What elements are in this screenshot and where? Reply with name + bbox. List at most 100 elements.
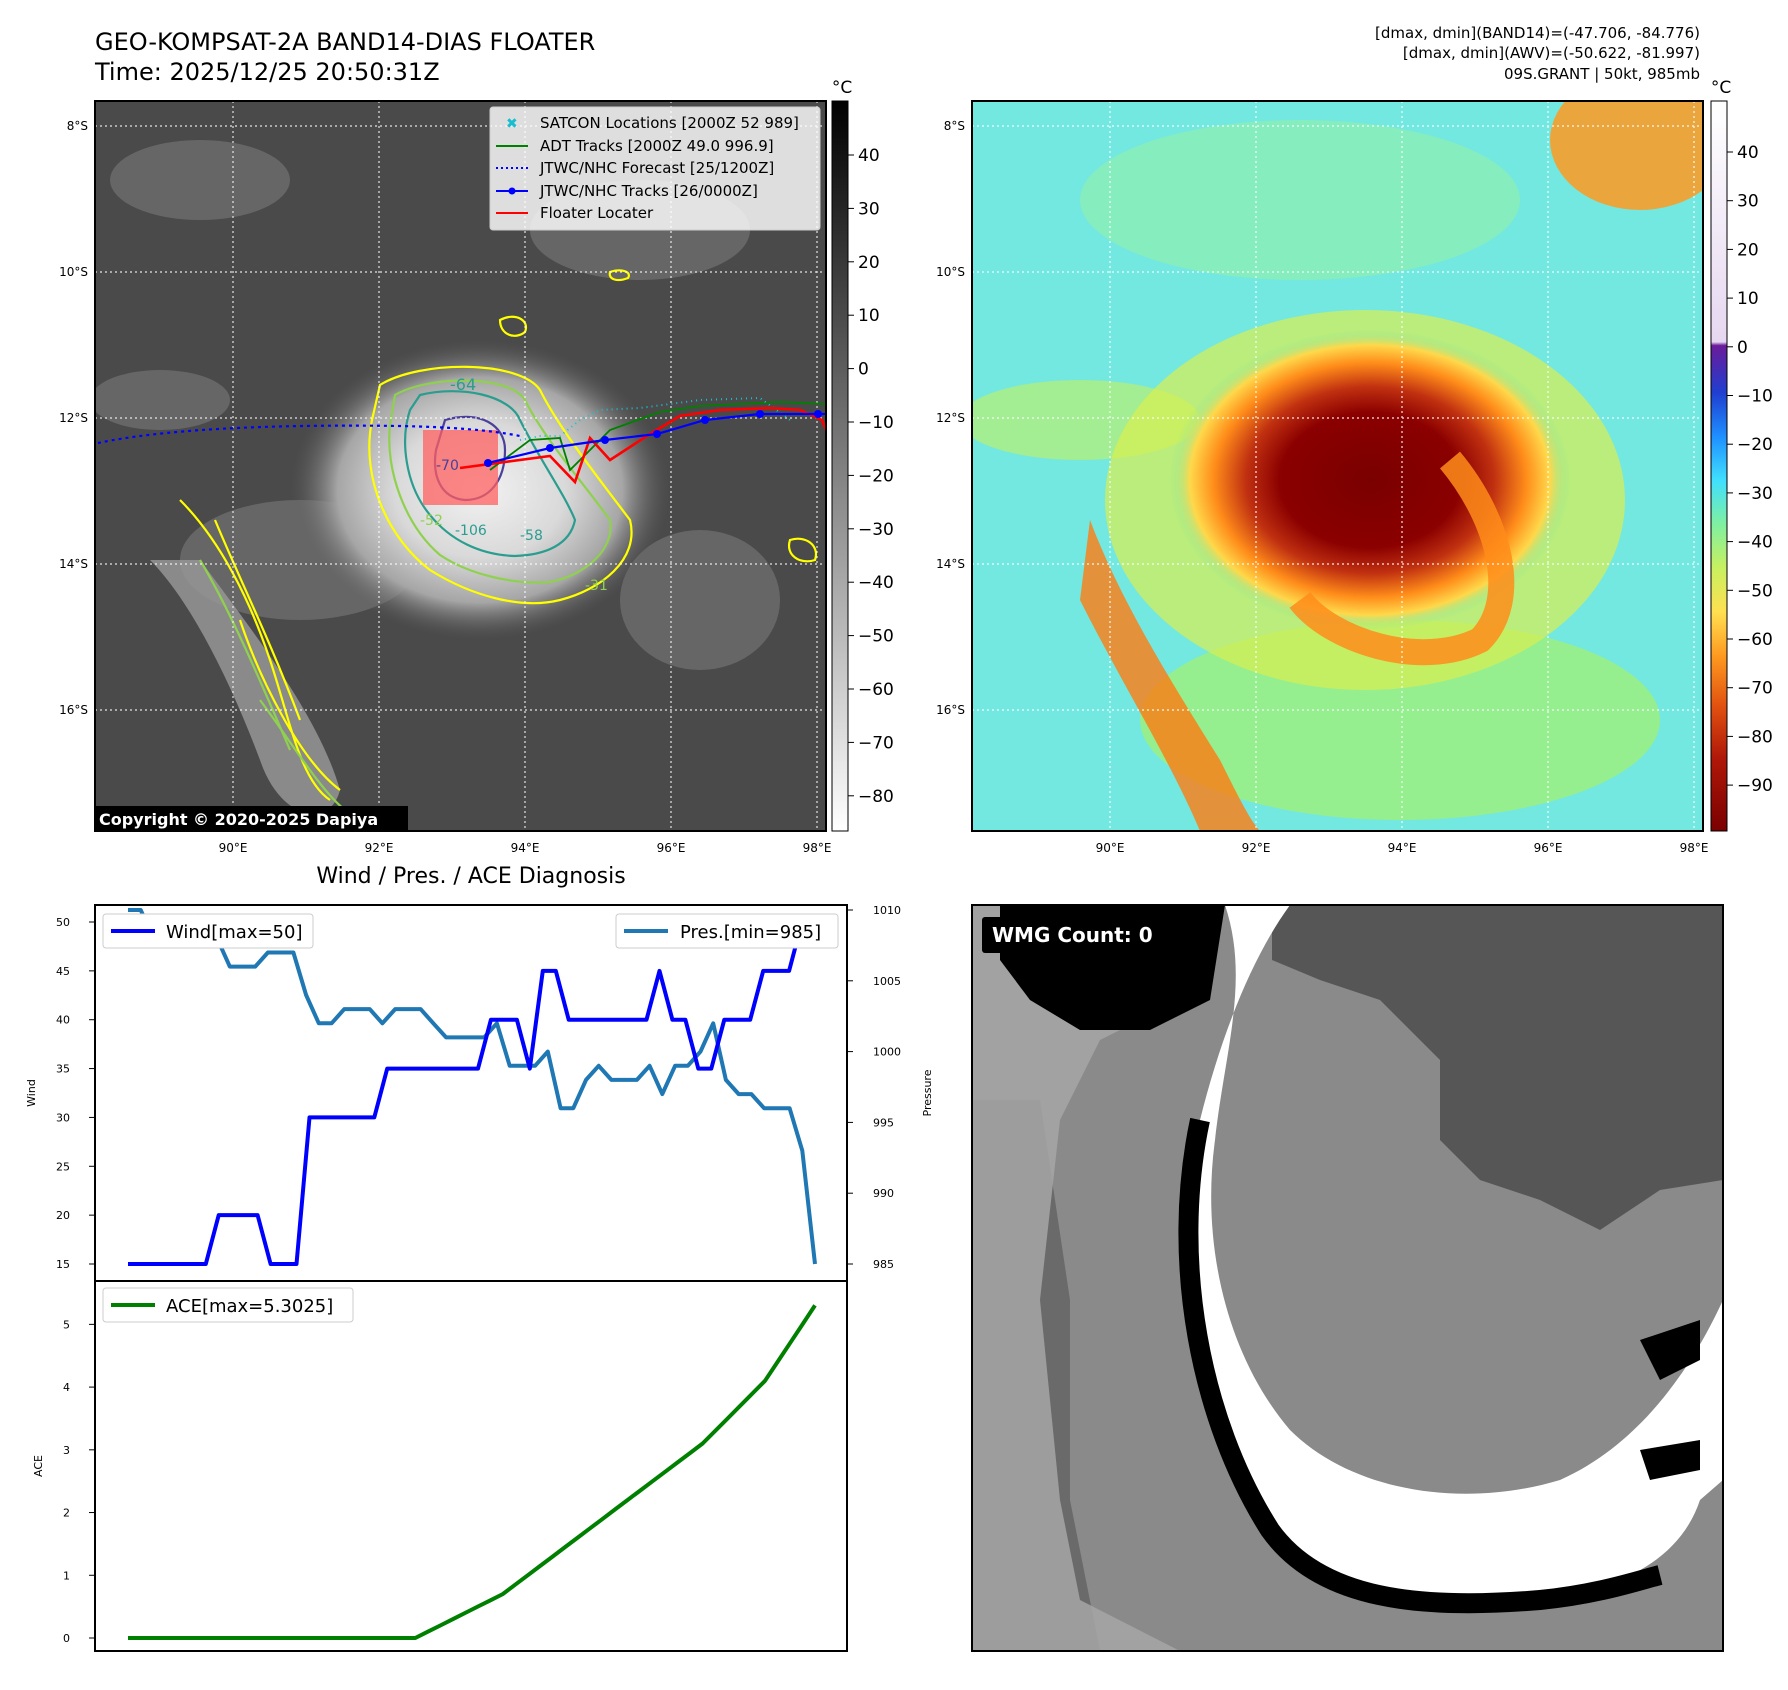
wind-y-tick-label: 50 [56,916,70,929]
contour-blob-3 [787,537,818,563]
awv-colorbar-tick-label: −80 [1737,727,1773,747]
legend-floater: Floater Locater [540,204,654,222]
awv-colorbar-tick-label: 20 [1737,240,1759,260]
wind-ylabel: Wind [25,1079,38,1107]
ir-lon-92e: 92°E [365,841,394,855]
adt-track-line [489,401,826,472]
ir-lon-90e: 90°E [219,841,248,855]
wind-legend-box [102,913,314,949]
wind-y-tick-label: 45 [56,965,70,978]
awv-rainband [1080,520,1260,831]
awv-map-panel: 8°S 10°S 12°S 14°S 16°S 90°E 92°E 94°E 9… [936,78,1773,855]
jtwc-tracks-points [484,410,822,467]
info-line-3: 09S.GRANT | 50kt, 985mb [1504,65,1700,83]
contour-label-6: -31 [585,578,608,594]
pressure-legend: Pres.[min=985] [615,913,839,949]
awv-map-frame [971,100,1704,832]
ir-colorbar-tick-label: 0 [858,360,869,380]
pressure-y-tick-label: 995 [873,1116,894,1129]
copyright-text: Copyright © 2020-2025 Dapiya [99,810,378,829]
wind-plot-frame [94,904,848,1282]
pressure-y-tick-label: 985 [873,1258,894,1271]
ir-colorbar-unit: °C [832,78,852,98]
contour-label-1: -64 [450,375,476,394]
awv-lat-8s: 8°S [944,119,965,133]
contour-blob-2 [608,269,630,282]
diagnosis-title: Wind / Pres. / ACE Diagnosis [316,864,625,889]
ace-y-tick-label: 2 [63,1507,70,1520]
copyright-box [95,806,408,831]
wind-legend-label: Wind[max=50] [166,922,303,943]
awv-colorbar-tick-label: −30 [1737,484,1773,504]
awv-colorbar-tick-label: −20 [1737,435,1773,455]
awv-lon-94e: 94°E [1388,841,1417,855]
ace-y-tick-label: 4 [63,1381,70,1394]
ir-lat-16s: 16°S [59,703,88,717]
legend-satcon: SATCON Locations [2000Z 52 989] [540,114,799,132]
ace-legend: ACE[max=5.3025] [102,1287,354,1323]
ir-lon-98e: 98°E [803,841,832,855]
ir-lat-10s: 10°S [59,265,88,279]
awv-storm-core [1170,330,1570,630]
wmg-label-box [982,917,1160,953]
awv-colorbar-tick-label: 10 [1737,289,1759,309]
ir-colorbar: °C 40 30 20 10 0 −10 −20 −30 −40 −50 −60 −70 −80 [831,78,894,832]
ir-colorbar-tick-label: −20 [858,466,894,486]
jtwc-forecast-line [97,424,521,445]
wind-y-ticks: 15 20 25 30 35 40 45 50 [56,916,95,1271]
contour-label-4: -106 [455,523,487,539]
pressure-series-line [128,908,817,1265]
awv-colorbar-bar [1710,100,1728,832]
ace-plot-frame [94,1280,848,1652]
awv-colorbar-unit: °C [1711,78,1731,98]
pressure-y-tick-label: 990 [873,1187,894,1200]
awv-colorbar-tick-label: 0 [1737,338,1748,358]
awv-colorbar-tick-label: −40 [1737,533,1773,553]
awv-colorbar-tick-label: 30 [1737,192,1759,212]
awv-colorbar-tick-label: −60 [1737,630,1773,650]
ir-colorbar-tick-label: −70 [858,733,894,753]
pressure-y-tick-label: 1010 [873,904,901,917]
ace-legend-box [102,1287,354,1323]
ir-colorbar-tick-label: −10 [858,413,894,433]
ir-colorbar-tick-label: 40 [858,146,880,166]
ir-rainband [150,560,340,814]
ace-ylabel: ACE [32,1455,45,1477]
contour-green-main [388,379,612,584]
wmg-black-ring [1178,1117,1663,1614]
info-line-2: [dmax, dmin](AWV)=(-50.622, -81.997) [1403,44,1700,62]
ace-legend-label: ACE[max=5.3025] [166,1296,333,1317]
ir-colorbar-tick-label: −30 [858,520,894,540]
awv-lon-labels: 90°E 92°E 94°E 96°E 98°E [1096,841,1709,855]
ir-lon-labels: 90°E 92°E 94°E 96°E 98°E [219,841,832,855]
contour-rainband-yellow [179,499,341,801]
awv-lon-98e: 98°E [1680,841,1709,855]
pressure-legend-box [615,913,839,949]
awv-colorbar-tick-label: −50 [1737,581,1773,601]
awv-gridlines [972,101,1703,831]
contour-rainband-green [199,559,346,811]
ir-colorbar-ticks: 40 30 20 10 0 −10 −20 −30 −40 −50 −60 −70 −80 [848,146,894,807]
wmg-label: WMG Count: 0 [992,923,1153,947]
ir-map-panel: -64 -70 -58 -106 -52 -31 [59,78,894,855]
pressure-legend-label: Pres.[min=985] [680,922,821,943]
legend-tracks-dot [508,187,516,195]
ir-gridlines [95,101,826,831]
awv-lat-16s: 16°S [936,703,965,717]
pressure-ylabel: Pressure [921,1069,934,1116]
contour-label-5: -52 [420,513,443,529]
ir-legend-box [489,106,821,231]
legend-forecast: JTWC/NHC Forecast [25/1200Z] [539,159,774,177]
awv-lon-90e: 90°E [1096,841,1125,855]
contour-label-2: -70 [436,458,459,474]
awv-lon-96e: 96°E [1534,841,1563,855]
awv-lon-92e: 92°E [1242,841,1271,855]
ir-lat-12s: 12°S [59,411,88,425]
contour-label-3: -58 [520,528,543,544]
awv-colorbar-tick-label: −70 [1737,679,1773,699]
wmg-dark-region [1272,905,1723,1230]
wind-y-tick-label: 20 [56,1209,70,1222]
awv-colorbar-tick-label: 40 [1737,143,1759,163]
wind-series-line [128,920,815,1266]
awv-lat-12s: 12°S [936,411,965,425]
